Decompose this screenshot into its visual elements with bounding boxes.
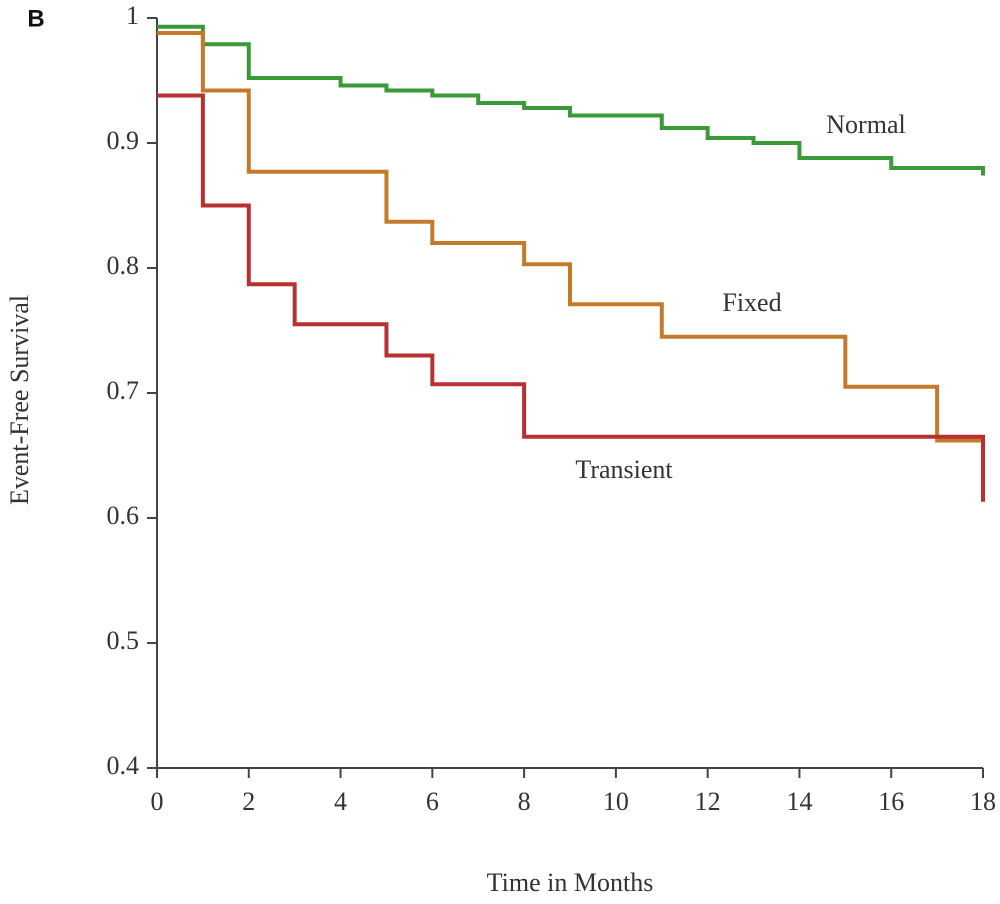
x-tick-label: 10 [603, 787, 629, 816]
survival-line [157, 24, 985, 176]
series-label: Normal [826, 110, 905, 139]
y-axis-title: Event-Free Survival [5, 295, 34, 505]
y-tick-label: 0.9 [107, 126, 140, 155]
x-tick-label: 8 [518, 787, 531, 816]
y-tick-label: 0.4 [107, 751, 140, 780]
x-tick-label: 4 [334, 787, 347, 816]
y-tick-label: 0.8 [107, 251, 140, 280]
y-tick-label: 1 [126, 1, 139, 30]
series-label: Transient [575, 455, 673, 484]
panel-label: B [27, 5, 44, 32]
y-tick-label: 0.5 [107, 626, 140, 655]
x-tick-label: 12 [695, 787, 721, 816]
series-label: Fixed [722, 288, 781, 317]
x-tick-label: 18 [970, 787, 996, 816]
x-tick-label: 2 [242, 787, 255, 816]
y-tick-label: 0.6 [107, 501, 140, 530]
x-tick-label: 16 [878, 787, 904, 816]
y-tick-label: 0.7 [107, 376, 140, 405]
x-tick-label: 14 [786, 787, 812, 816]
x-axis-title: Time in Months [487, 868, 654, 897]
x-tick-label: 0 [151, 787, 164, 816]
survival-line [157, 93, 985, 502]
survival-line [157, 31, 985, 443]
x-tick-label: 6 [426, 787, 439, 816]
